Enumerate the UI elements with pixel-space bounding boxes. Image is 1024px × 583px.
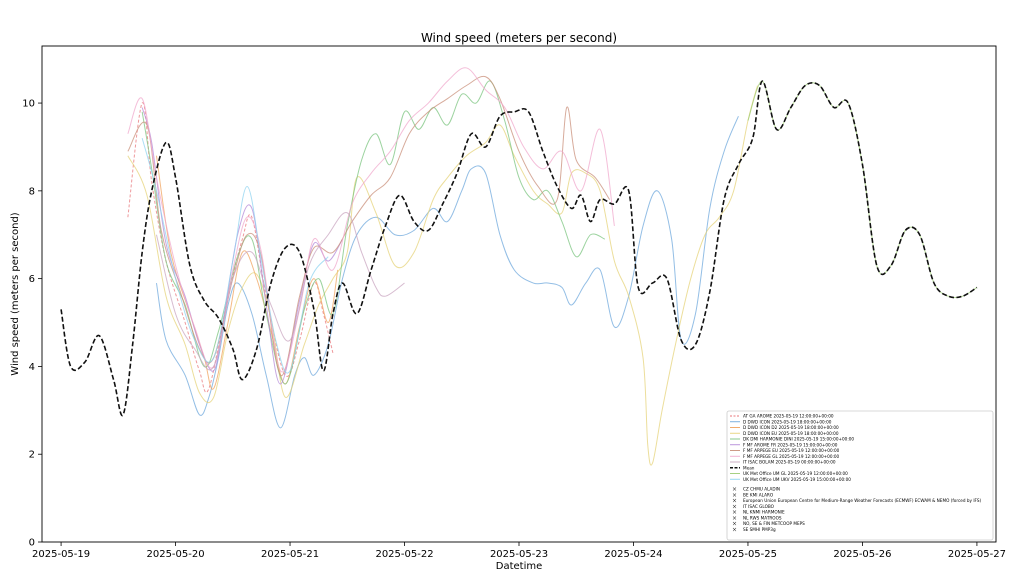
legend-entry: D DWD ICON D2 2025-05-19 18:00:00+00:00: [743, 425, 839, 430]
x-tick-label: 2025-05-25: [719, 549, 777, 560]
y-tick-label: 2: [29, 450, 35, 461]
x-tick-label: 2025-05-23: [490, 549, 548, 560]
legend-entry: DK DMI HARMONIE DINI 2025-05-19 15:00:00…: [743, 437, 854, 442]
series-line-mean: [60, 80, 978, 417]
y-axis-ticks: 0 2 4 6 8 10: [22, 99, 42, 549]
legend-cross-icon: ×: [732, 486, 737, 493]
x-axis-ticks: 2025-05-19 2025-05-20 2025-05-21 2025-05-22…: [32, 542, 1006, 560]
x-tick-label: 2025-05-21: [261, 549, 319, 560]
legend-cross-icon: ×: [732, 526, 737, 533]
x-tick-label: 2025-05-20: [146, 549, 204, 560]
legend-entry: European Union European Centre for Mediu…: [743, 498, 982, 503]
legend-entry: D DWD ICON EU 2025-05-19 18:00:00+00:00: [743, 431, 839, 436]
series-line-f-mf-arpege-gl-2025-05-19-12-00-00-00-00: [127, 67, 615, 373]
series-line-it-isac-bolam-2025-05-19-00-00-00-00-00: [155, 212, 405, 371]
legend-entry: SE SMHI PMP3g: [743, 527, 776, 532]
x-tick-label: 2025-05-27: [948, 549, 1006, 560]
series-line-d-dwd-icon-2025-05-19-18-00-00-00-00: [155, 116, 739, 429]
legend-entry: BE KMI ALARO: [743, 492, 774, 497]
x-tick-label: 2025-05-24: [604, 549, 662, 560]
y-tick-label: 0: [29, 538, 35, 549]
legend-entry: D DWD ICON 2025-05-19 18:00:00+00:00: [743, 419, 832, 424]
legend-entry: F MF ARPEGE GL 2025-05-19 12:00:00+00:00: [743, 454, 840, 459]
legend-entry: UK Met Office UM GL 2025-05-19 12:00:00+…: [743, 471, 848, 476]
series-line-d-dwd-icon-eu-2025-05-19-18-00-00-00-00: [127, 85, 758, 466]
legend: AT GA AROME 2025-05-19 12:00:00+00:00D D…: [726, 410, 994, 541]
legend-entry: NL RWS MATROOS: [743, 515, 782, 520]
chart-title: Wind speed (meters per second): [421, 31, 617, 45]
x-tick-label: 2025-05-26: [833, 549, 891, 560]
legend-entry: F MF AROME FR 2025-05-19 15:00:00+00:00: [743, 442, 838, 447]
legend-entry: CZ CHMU ALADIN: [743, 487, 780, 492]
x-axis-label: Datetime: [496, 561, 543, 572]
legend-entry: NO, SE & FIN METCOOP MEPS: [743, 521, 805, 526]
legend-entry: UK Met Office UM UKV 2025-05-19 15:00:00…: [743, 477, 851, 482]
legend-entry: IT ISAC GLOBO: [743, 504, 775, 509]
series-line-at-ga-arome-2025-05-19-12-00-00-00-00: [127, 102, 334, 393]
series-line-f-mf-arpege-eu-2025-05-19-12-00-00-00-00: [127, 75, 611, 376]
legend-entry: NL KNMI HARMONIE: [743, 510, 785, 515]
legend-cross-icon: ×: [732, 503, 737, 510]
legend-cross-icon: ×: [732, 509, 737, 516]
y-tick-label: 4: [29, 362, 35, 373]
series-lines: [60, 67, 978, 466]
series-line-uk-met-office-um-gl-2025-05-19-12-00-00-00-00: [747, 80, 978, 299]
x-tick-label: 2025-05-22: [375, 549, 433, 560]
y-tick-label: 6: [29, 274, 35, 285]
legend-entry: F MF ARPEGE EU 2025-05-19 12:00:00+00:00: [743, 448, 840, 453]
legend-entry: IT ISAC BOLAM 2025-05-19 00:00:00+00:00: [743, 460, 836, 465]
legend-cross-icon: ×: [732, 492, 737, 499]
legend-cross-icon: ×: [732, 515, 737, 522]
legend-entry: AT GA AROME 2025-05-19 12:00:00+00:00: [743, 414, 834, 419]
series-line-dk-dmi-harmonie-dini-2025-05-19-15-00-00-00-00: [141, 80, 606, 385]
series-line-d-dwd-icon-d2-2025-05-19-18-00-00-00-00: [155, 155, 339, 390]
x-tick-label: 2025-05-19: [32, 549, 90, 560]
legend-box: [726, 410, 994, 541]
series-line-uk-met-office-um-ukv-2025-05-19-15-00-00-00-00: [141, 138, 329, 374]
legend-entry: Mean: [743, 465, 755, 470]
y-axis-label: Wind speed (meters per second): [10, 212, 21, 376]
y-tick-label: 8: [29, 186, 35, 197]
legend-cross-icon: ×: [732, 521, 737, 528]
y-tick-label: 10: [22, 99, 35, 110]
legend-cross-icon: ×: [732, 498, 737, 505]
